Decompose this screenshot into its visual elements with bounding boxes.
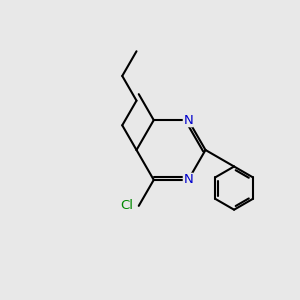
- Text: N: N: [183, 114, 193, 127]
- Text: Cl: Cl: [120, 200, 134, 212]
- Text: N: N: [183, 173, 193, 186]
